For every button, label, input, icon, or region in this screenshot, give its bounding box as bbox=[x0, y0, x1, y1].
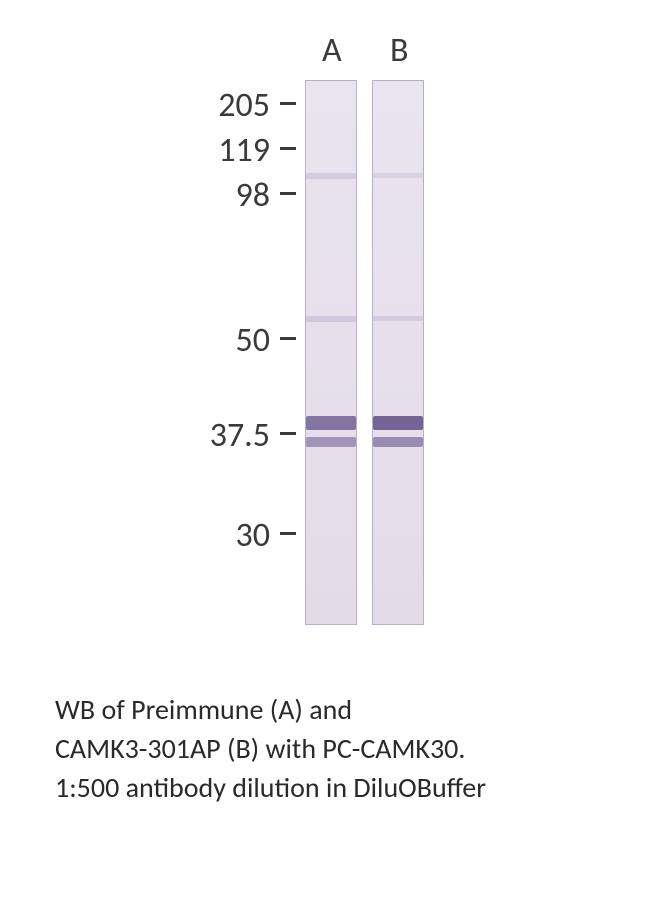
marker-119: 119 bbox=[218, 130, 270, 171]
western-blot-figure: A B 205 119 98 50 37.5 30 bbox=[60, 30, 590, 650]
marker-tick bbox=[280, 432, 296, 435]
band bbox=[306, 316, 356, 322]
marker-tick bbox=[280, 337, 296, 340]
caption-line-3: 1:500 antibody dilution in DiluOBuffer bbox=[55, 768, 615, 807]
caption-line-1: WB of Preimmune (A) and bbox=[55, 690, 615, 729]
band bbox=[373, 316, 423, 321]
band bbox=[373, 173, 423, 178]
band bbox=[306, 416, 356, 430]
marker-98: 98 bbox=[236, 175, 270, 216]
caption-line-2: CAMK3-301AP (B) with PC-CAMK30. bbox=[55, 729, 615, 768]
lane-label-a: A bbox=[322, 30, 342, 71]
marker-tick bbox=[280, 147, 296, 150]
marker-tick bbox=[280, 192, 296, 195]
marker-tick bbox=[280, 102, 296, 105]
lane-a bbox=[305, 80, 357, 625]
lane-label-b: B bbox=[390, 30, 409, 71]
band bbox=[373, 416, 423, 430]
figure-caption: WB of Preimmune (A) and CAMK3-301AP (B) … bbox=[55, 690, 615, 808]
lane-b bbox=[372, 80, 424, 625]
band bbox=[306, 173, 356, 179]
marker-50: 50 bbox=[236, 320, 270, 361]
marker-205: 205 bbox=[218, 85, 270, 126]
band bbox=[306, 437, 356, 447]
marker-30: 30 bbox=[236, 515, 270, 556]
marker-tick bbox=[280, 532, 296, 535]
band bbox=[373, 437, 423, 447]
marker-37-5: 37.5 bbox=[210, 415, 270, 456]
